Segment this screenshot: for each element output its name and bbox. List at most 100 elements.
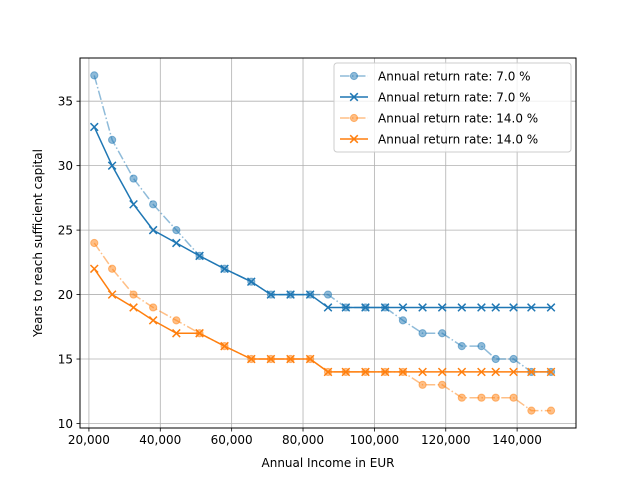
legend-frame xyxy=(333,62,572,153)
y-tick-label: 30 xyxy=(58,159,73,173)
data-point xyxy=(323,290,333,299)
data-point xyxy=(195,328,204,338)
data-point xyxy=(509,354,518,364)
x-tick-label: 40,000 xyxy=(139,433,181,447)
data-point xyxy=(509,303,518,312)
data-point xyxy=(107,161,117,170)
x-tick-label: 140,000 xyxy=(492,433,542,447)
data-point xyxy=(418,380,427,389)
data-point xyxy=(380,303,390,312)
data-point xyxy=(148,225,158,235)
data-point xyxy=(437,303,447,312)
data-point xyxy=(418,303,427,312)
data-point xyxy=(527,367,536,377)
data-point xyxy=(129,199,138,209)
legend-marker xyxy=(349,134,359,144)
x-tick-label: 100,000 xyxy=(350,433,400,447)
series-line xyxy=(93,268,552,373)
legend-label: Annual return rate: 14.0 % xyxy=(378,112,538,126)
data-point xyxy=(477,393,486,402)
data-point xyxy=(477,367,486,377)
data-point xyxy=(457,303,467,312)
data-point xyxy=(246,277,256,287)
legend-entries: Annual return rate: 7.0 % Annual return r… xyxy=(340,70,538,147)
data-point xyxy=(172,328,181,338)
data-point xyxy=(107,290,117,299)
data-point xyxy=(438,329,447,338)
y-tick-label: 20 xyxy=(58,288,73,302)
data-point xyxy=(418,329,427,338)
data-point xyxy=(286,290,295,299)
data-point xyxy=(89,122,99,132)
data-point xyxy=(398,303,408,312)
legend-entry: Annual return rate: 7.0 % xyxy=(340,91,531,105)
data-point xyxy=(90,238,99,248)
series-line xyxy=(93,242,552,412)
data-point xyxy=(380,367,390,377)
data-point xyxy=(149,200,158,209)
data-point xyxy=(457,367,467,377)
data-point xyxy=(491,367,501,377)
data-point xyxy=(398,367,408,377)
x-tick-label: 80,000 xyxy=(282,433,324,447)
series-group xyxy=(89,71,556,415)
data-point xyxy=(172,226,181,235)
data-point xyxy=(527,303,536,312)
data-point xyxy=(477,342,486,351)
y-tick-label: 10 xyxy=(58,417,73,431)
data-point xyxy=(509,367,518,377)
y-tick-label: 35 xyxy=(58,95,73,109)
y-axis-label: Years to reach sufficient capital xyxy=(31,149,45,338)
data-point xyxy=(129,290,138,299)
series-4 xyxy=(89,264,556,377)
legend-marker xyxy=(349,71,359,81)
data-point xyxy=(438,380,447,389)
legend-label: Annual return rate: 7.0 % xyxy=(378,91,531,105)
series-line xyxy=(93,75,552,373)
data-point xyxy=(398,316,408,325)
data-point xyxy=(546,406,556,415)
x-tick-label: 20,000 xyxy=(68,433,110,447)
series-2 xyxy=(89,122,556,312)
data-point xyxy=(148,316,158,325)
data-point xyxy=(491,354,500,364)
y-tick-label: 25 xyxy=(58,224,73,238)
data-point xyxy=(491,393,500,402)
data-point xyxy=(129,174,138,183)
data-point xyxy=(90,71,99,80)
data-point xyxy=(172,238,181,248)
data-point xyxy=(305,290,315,299)
data-point xyxy=(418,367,427,377)
data-point xyxy=(477,303,486,312)
legend-entry: Annual return rate: 14.0 % xyxy=(340,112,538,126)
data-point xyxy=(129,303,138,312)
data-point xyxy=(546,303,556,312)
data-point xyxy=(361,303,370,312)
legend-label: Annual return rate: 14.0 % xyxy=(378,133,538,147)
x-tick-label: 120,000 xyxy=(421,433,471,447)
data-point xyxy=(323,367,333,377)
legend-entry: Annual return rate: 14.0 % xyxy=(340,133,538,147)
legend-marker xyxy=(349,113,359,123)
data-point xyxy=(266,354,276,364)
legend: Annual return rate: 7.0 % Annual return r… xyxy=(333,62,572,153)
data-point xyxy=(89,264,99,274)
y-tick-label: 15 xyxy=(58,353,73,367)
data-point xyxy=(266,290,276,299)
data-point xyxy=(546,367,556,377)
data-point xyxy=(305,354,315,364)
x-tick-label: 60,000 xyxy=(211,433,253,447)
legend-label: Annual return rate: 7.0 % xyxy=(378,70,531,84)
data-point xyxy=(172,316,181,325)
data-point xyxy=(246,354,256,364)
data-point xyxy=(437,367,447,377)
data-point xyxy=(220,264,229,274)
data-point xyxy=(108,264,117,273)
data-point xyxy=(491,303,501,312)
legend-entry: Annual return rate: 7.0 % xyxy=(340,70,531,84)
data-point xyxy=(457,393,466,402)
data-point xyxy=(509,393,518,402)
x-axis-ticks: 20,000 40,000 60,000 80,000 100,000 120,000 14… xyxy=(68,428,542,447)
data-point xyxy=(457,342,466,351)
